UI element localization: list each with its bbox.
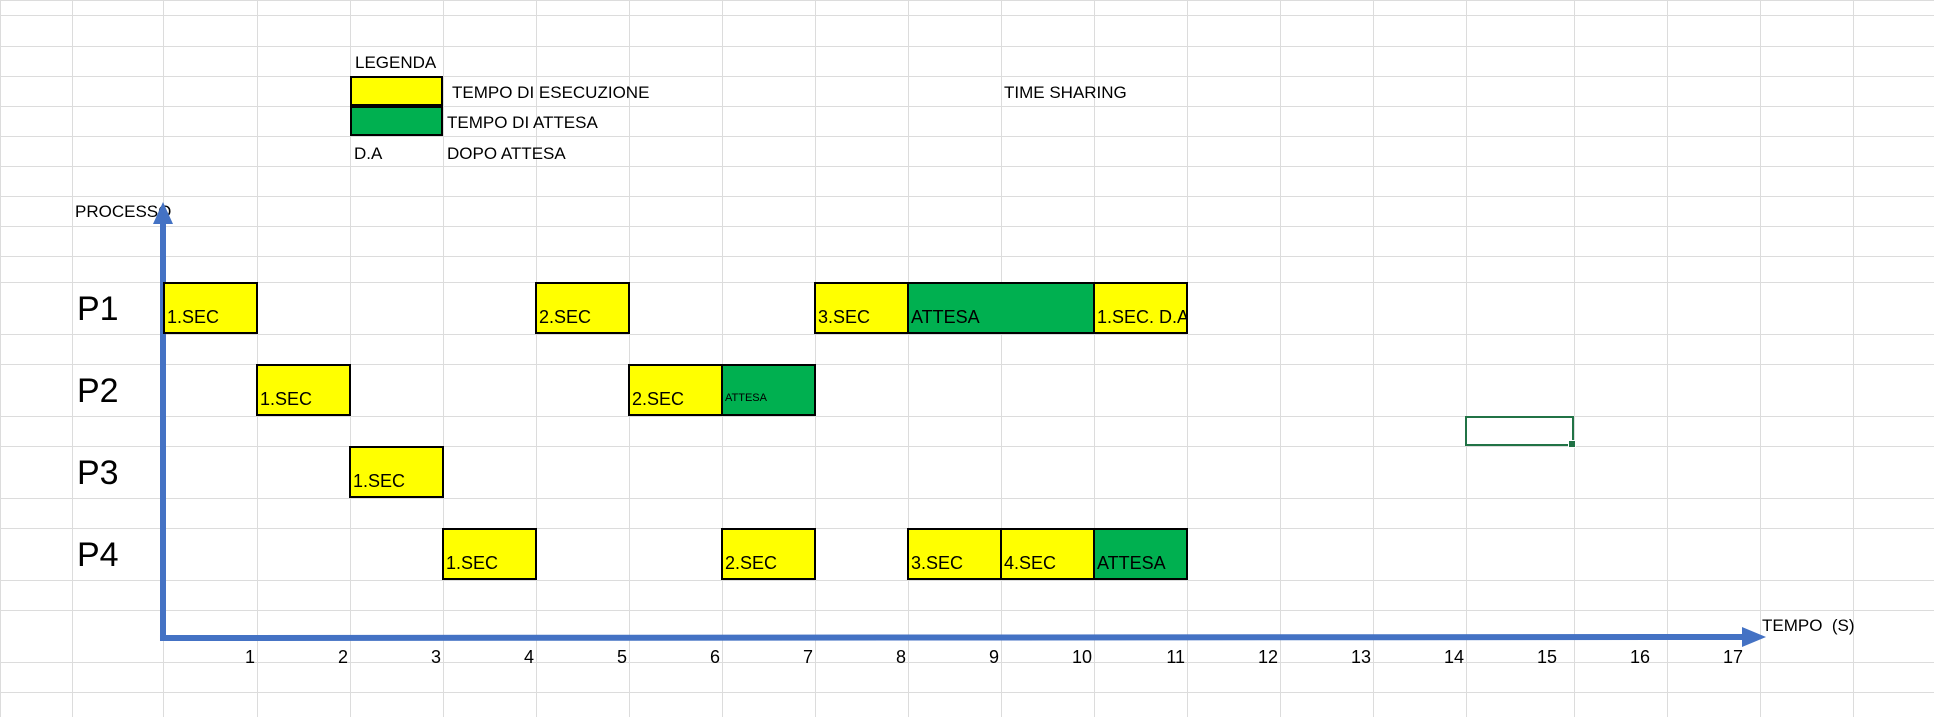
process-label-p4: P4 <box>77 536 119 574</box>
x-tick-label: 14 <box>1443 647 1464 667</box>
block-label: ATTESA <box>725 392 767 404</box>
exec-block: 3.SEC <box>907 528 1002 580</box>
wait-block: ATTESA <box>907 282 1095 334</box>
block-label: 2.SEC <box>632 389 685 409</box>
x-tick-label: 5 <box>616 647 627 667</box>
block-label: 3.SEC <box>911 553 964 573</box>
x-tick-label: 8 <box>895 647 906 667</box>
x-tick-label: 9 <box>988 647 999 667</box>
wait-block: ATTESA <box>1093 528 1188 580</box>
y-axis-arrowhead <box>153 202 173 224</box>
legend-exec-label: TEMPO DI ESECUZIONE <box>452 83 650 102</box>
exec-block: 3.SEC <box>814 282 909 334</box>
x-tick-label: 7 <box>802 647 813 667</box>
y-axis-label: PROCESSO <box>75 202 172 221</box>
selected-cell[interactable] <box>1465 416 1576 448</box>
x-axis-line <box>159 634 1751 641</box>
exec-block: 4.SEC <box>1000 528 1095 580</box>
block-label: 1.SEC <box>353 471 406 491</box>
exec-block: 1.SEC <box>349 446 444 498</box>
legend-da-abbr: D.A <box>354 144 383 163</box>
legend-wait-label: TEMPO DI ATTESA <box>447 113 598 132</box>
exec-block: 1.SEC <box>256 364 351 416</box>
x-tick-label: 12 <box>1257 647 1278 667</box>
x-tick-label: 13 <box>1350 647 1371 667</box>
exec-block: 2.SEC <box>721 528 816 580</box>
x-tick-label: 6 <box>709 647 720 667</box>
wait-block: ATTESA <box>721 364 816 416</box>
process-label-p3: P3 <box>77 454 119 492</box>
x-tick-label: 1 <box>244 647 255 667</box>
block-label: 4.SEC <box>1004 553 1057 573</box>
block-label: 2.SEC <box>539 307 592 327</box>
x-tick-label: 3 <box>430 647 441 667</box>
process-label-p1: P1 <box>77 290 119 328</box>
exec-block: 2.SEC <box>535 282 630 334</box>
x-tick-label: 16 <box>1629 647 1650 667</box>
x-axis-label: TEMPO (S) <box>1762 616 1855 635</box>
x-tick-label: 15 <box>1536 647 1557 667</box>
block-label: 3.SEC <box>818 307 871 327</box>
block-label: 1.SEC <box>446 553 499 573</box>
exec-block: 1.SEC <box>163 282 258 334</box>
x-axis-arrowhead <box>1742 627 1766 647</box>
block-label: 1.SEC <box>260 389 313 409</box>
x-tick-label: 10 <box>1071 647 1092 667</box>
legend-exec-swatch <box>350 76 443 106</box>
x-tick-label: 11 <box>1166 647 1185 667</box>
x-tick-label: 17 <box>1722 647 1743 667</box>
chart-title: TIME SHARING <box>1004 83 1127 102</box>
exec-block: 1.SEC <box>442 528 537 580</box>
block-label: 2.SEC <box>725 553 778 573</box>
block-label: 1.SEC. D.A. <box>1097 307 1188 327</box>
block-label: 1.SEC <box>167 307 220 327</box>
x-tick-label: 4 <box>523 647 534 667</box>
legend-title: LEGENDA <box>355 53 437 72</box>
block-label: ATTESA <box>1097 553 1166 573</box>
process-label-p2: P2 <box>77 372 119 410</box>
x-tick-label: 2 <box>337 647 348 667</box>
legend-wait-swatch <box>350 106 443 136</box>
exec-block: 2.SEC <box>628 364 723 416</box>
legend-da-label: DOPO ATTESA <box>447 144 566 163</box>
exec-block: 1.SEC. D.A. <box>1093 282 1188 334</box>
block-label: ATTESA <box>911 307 980 327</box>
